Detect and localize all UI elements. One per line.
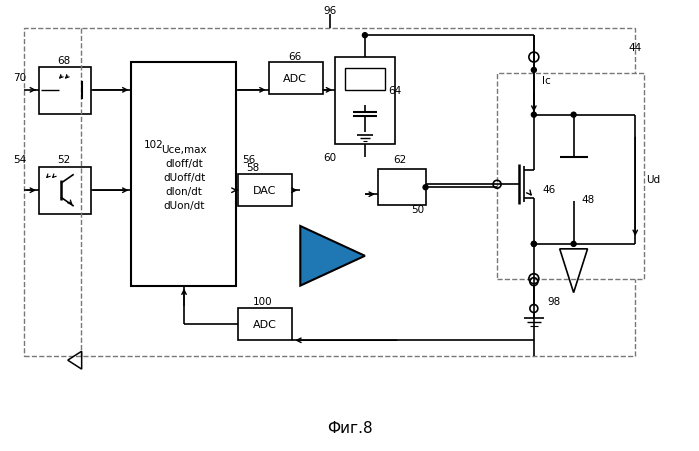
Text: 68: 68 [57,56,71,66]
Bar [238,175,292,207]
Bar [378,170,426,206]
Circle shape [571,113,576,118]
Circle shape [531,242,536,247]
Circle shape [571,242,576,247]
Bar [268,63,323,95]
Polygon shape [301,226,365,286]
Bar [39,168,91,215]
Circle shape [531,68,536,73]
Bar [24,29,635,356]
Circle shape [423,185,428,190]
Text: 56: 56 [242,155,255,165]
Text: 60: 60 [324,153,337,163]
Circle shape [362,34,368,39]
Text: ADC: ADC [283,74,308,84]
Text: 48: 48 [582,195,595,205]
Bar [335,58,395,145]
Text: dIoff/dt: dIoff/dt [165,159,203,169]
Text: dUoff/dt: dUoff/dt [163,173,205,183]
Text: dUon/dt: dUon/dt [164,201,205,211]
Text: 100: 100 [253,296,273,306]
Text: DAC: DAC [253,186,276,196]
Text: 54: 54 [13,155,27,165]
Text: ADC: ADC [252,320,277,330]
Circle shape [531,113,536,118]
Circle shape [531,242,536,247]
Text: 66: 66 [289,52,302,62]
Bar [497,74,644,279]
Bar [345,69,384,91]
Text: Uce,max: Uce,max [161,145,207,155]
Bar [131,63,236,286]
Text: dIon/dt: dIon/dt [166,187,203,197]
Text: 98: 98 [547,296,561,306]
Text: 70: 70 [13,73,27,83]
Text: 96: 96 [324,6,337,16]
Text: Ic: Ic [542,76,551,86]
Text: Фиг.8: Фиг.8 [327,420,373,435]
Text: 62: 62 [393,155,406,165]
Text: 50: 50 [411,205,424,215]
Text: 46: 46 [542,185,556,195]
Bar [39,68,91,115]
Text: 52: 52 [57,155,71,165]
Text: 64: 64 [388,86,401,96]
Text: 44: 44 [628,43,642,53]
Text: 102: 102 [143,140,163,150]
Text: Ud: Ud [646,175,660,185]
Bar [238,309,292,341]
Text: 58: 58 [246,163,259,173]
